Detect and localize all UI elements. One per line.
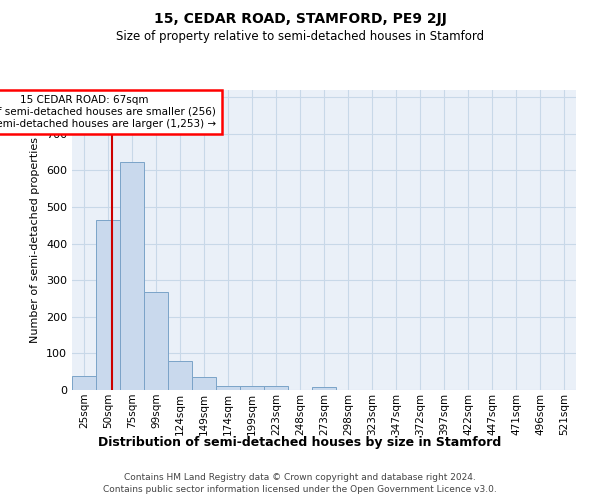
Text: 15, CEDAR ROAD, STAMFORD, PE9 2JJ: 15, CEDAR ROAD, STAMFORD, PE9 2JJ xyxy=(154,12,446,26)
Bar xyxy=(216,386,240,390)
Text: Contains HM Land Registry data © Crown copyright and database right 2024.: Contains HM Land Registry data © Crown c… xyxy=(124,473,476,482)
Bar xyxy=(264,386,288,390)
Text: Size of property relative to semi-detached houses in Stamford: Size of property relative to semi-detach… xyxy=(116,30,484,43)
Bar xyxy=(192,377,216,390)
Y-axis label: Number of semi-detached properties: Number of semi-detached properties xyxy=(31,137,40,343)
Bar xyxy=(240,386,264,390)
Text: Distribution of semi-detached houses by size in Stamford: Distribution of semi-detached houses by … xyxy=(98,436,502,449)
Bar xyxy=(168,360,192,390)
Text: Contains public sector information licensed under the Open Government Licence v3: Contains public sector information licen… xyxy=(103,486,497,494)
Bar xyxy=(312,387,336,390)
Bar xyxy=(96,220,120,390)
Bar xyxy=(144,292,168,390)
Bar xyxy=(72,376,96,390)
Text: 15 CEDAR ROAD: 67sqm
← 17% of semi-detached houses are smaller (256)
82% of semi: 15 CEDAR ROAD: 67sqm ← 17% of semi-detac… xyxy=(0,96,217,128)
Bar xyxy=(120,162,144,390)
